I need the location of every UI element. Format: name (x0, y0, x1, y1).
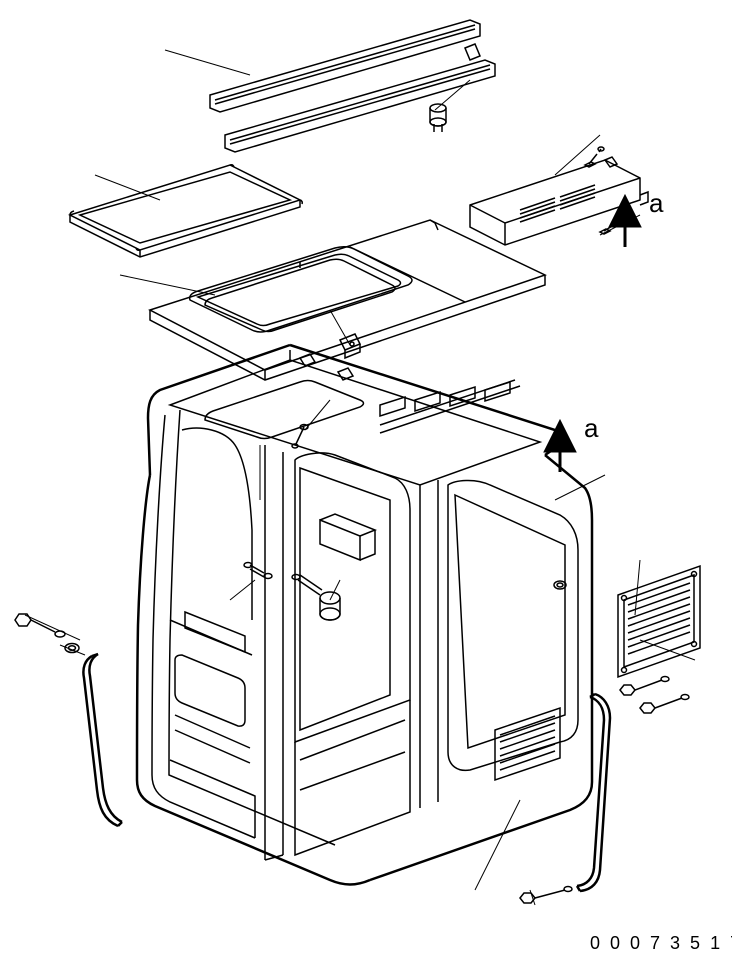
vent-cover (618, 566, 700, 677)
small-cap-top (430, 104, 446, 132)
sunroof-trim (190, 247, 412, 332)
right-bar-bolt (520, 887, 572, 904)
callout-leaders (25, 50, 695, 905)
left-handle-bar (83, 654, 122, 826)
latch-hw (340, 334, 360, 358)
roof-pin (292, 425, 308, 449)
drawing-number: 00073517 (590, 933, 732, 953)
top-rails (210, 20, 495, 152)
roof-panel (150, 220, 545, 380)
left-bolt (15, 614, 65, 637)
vent-bolt-1 (620, 677, 669, 696)
exploded-diagram: a a 00073517 (0, 0, 732, 968)
rear-top-bracket (470, 157, 648, 245)
cab-detail (152, 350, 578, 860)
right-handle-bar (577, 694, 610, 891)
svg-text:a: a (649, 188, 664, 218)
bolt-a1 (585, 147, 604, 167)
cab-body (137, 345, 592, 885)
vent-bolt-2 (640, 695, 689, 714)
svg-text:a: a (584, 413, 599, 443)
